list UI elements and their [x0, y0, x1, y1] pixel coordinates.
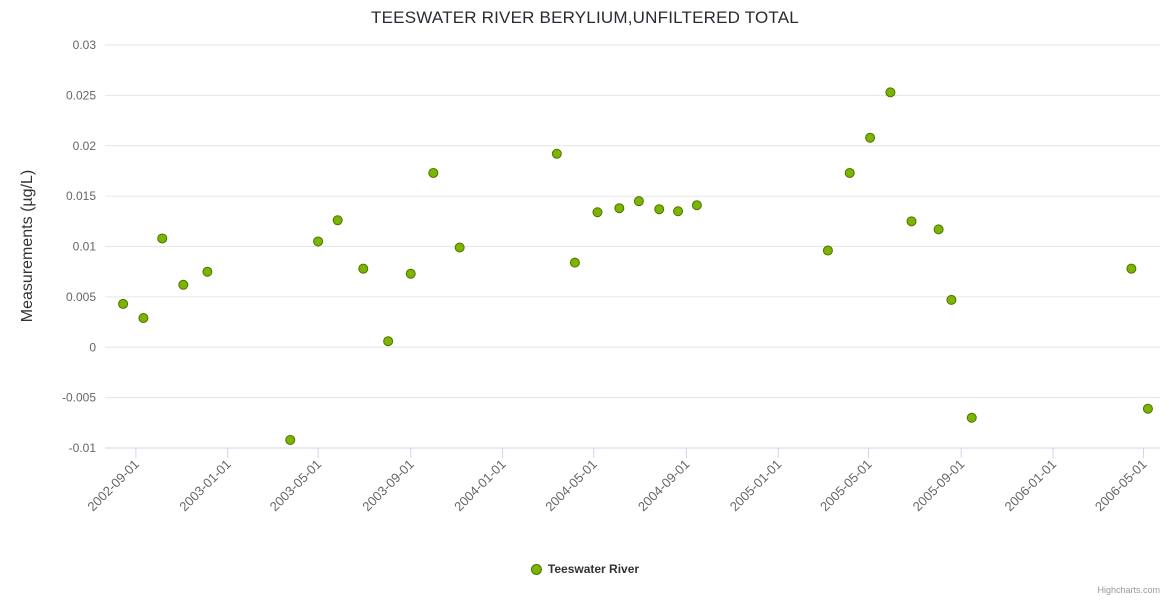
- x-axis-tick-label: 2004-09-01: [635, 457, 693, 515]
- x-axis-tick-label: 2004-01-01: [451, 457, 509, 515]
- data-point[interactable]: [332, 215, 343, 226]
- data-point[interactable]: [1142, 403, 1153, 414]
- data-point[interactable]: [138, 313, 149, 324]
- data-point[interactable]: [691, 200, 702, 211]
- data-point[interactable]: [614, 203, 625, 214]
- data-point[interactable]: [569, 257, 580, 268]
- x-axis-tick-label: 2006-05-01: [1092, 457, 1150, 515]
- data-point[interactable]: [906, 216, 917, 227]
- y-axis-tick-label: 0.01: [73, 240, 97, 254]
- y-axis-tick-label: -0.005: [62, 391, 96, 405]
- data-point[interactable]: [885, 87, 896, 98]
- data-point[interactable]: [202, 266, 213, 277]
- x-axis-tick-label: 2005-01-01: [727, 457, 785, 515]
- x-axis-tick-label: 2003-05-01: [267, 457, 325, 515]
- data-point[interactable]: [865, 132, 876, 143]
- data-point[interactable]: [358, 263, 369, 274]
- x-axis-tick-label: 2002-09-01: [84, 457, 142, 515]
- x-axis-tick-label: 2005-09-01: [910, 457, 968, 515]
- data-point[interactable]: [844, 167, 855, 178]
- data-point[interactable]: [454, 242, 465, 253]
- data-point[interactable]: [673, 206, 684, 217]
- data-point[interactable]: [633, 196, 644, 207]
- x-axis-tick-label: 2004-05-01: [542, 457, 600, 515]
- x-axis-tick-label: 2005-05-01: [817, 457, 875, 515]
- data-point[interactable]: [313, 236, 324, 247]
- data-point[interactable]: [118, 298, 129, 309]
- legend-marker-icon: [530, 563, 542, 575]
- data-point[interactable]: [946, 294, 957, 305]
- data-point[interactable]: [405, 268, 416, 279]
- data-point[interactable]: [1126, 263, 1137, 274]
- y-axis-tick-label: 0.03: [73, 38, 97, 52]
- data-point[interactable]: [383, 336, 394, 347]
- chart-title: TEESWATER RIVER BERYLIUM,UNFILTERED TOTA…: [371, 8, 799, 27]
- data-point[interactable]: [592, 207, 603, 218]
- x-axis-tick-label: 2003-09-01: [359, 457, 417, 515]
- data-point[interactable]: [157, 233, 168, 244]
- data-point[interactable]: [933, 224, 944, 235]
- x-axis-tick-label: 2006-01-01: [1002, 457, 1060, 515]
- y-axis-tick-label: 0.005: [66, 290, 96, 304]
- y-axis-tick-label: -0.01: [69, 441, 97, 455]
- data-point[interactable]: [654, 204, 665, 215]
- y-axis-tick-label: 0.02: [73, 139, 97, 153]
- y-axis-tick-label: 0: [89, 340, 96, 354]
- highcharts-credit-link[interactable]: Highcharts.com: [1097, 585, 1160, 595]
- data-point[interactable]: [428, 167, 439, 178]
- legend-item-teeswater-river[interactable]: Teeswater River: [530, 562, 640, 576]
- y-axis-tick-label: 0.015: [66, 189, 96, 203]
- data-point[interactable]: [178, 279, 189, 290]
- data-point[interactable]: [285, 434, 296, 445]
- legend-label: Teeswater River: [547, 562, 640, 576]
- y-axis-tick-label: 0.025: [66, 88, 96, 102]
- data-point[interactable]: [966, 412, 977, 423]
- data-point[interactable]: [822, 245, 833, 256]
- data-point[interactable]: [551, 148, 562, 159]
- x-axis-tick-label: 2003-01-01: [176, 457, 234, 515]
